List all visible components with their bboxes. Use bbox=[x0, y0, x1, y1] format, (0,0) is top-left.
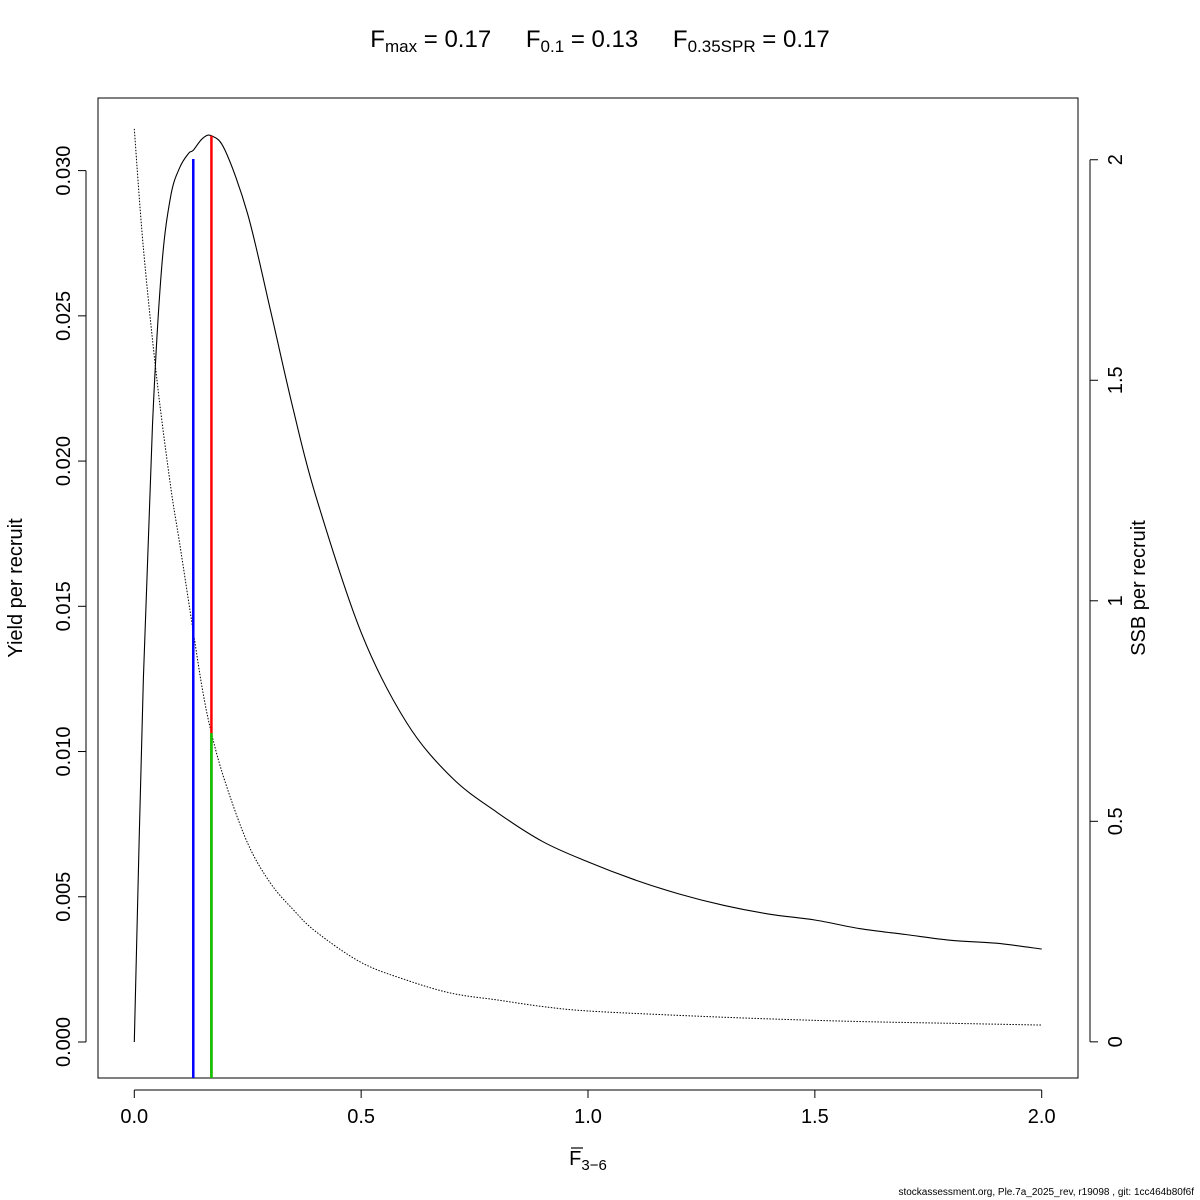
ssb-per-recruit-line bbox=[133, 128, 1042, 1026]
plot-frame bbox=[97, 97, 1079, 1079]
y-right-tick-label: 1 bbox=[1105, 595, 1127, 606]
title-ref-fmax: Fmax = 0.17 bbox=[370, 26, 492, 56]
svg-text:F3−6: F3−6 bbox=[569, 1148, 607, 1174]
reference-lines bbox=[192, 135, 213, 1078]
footer-credit: stockassessment.org, Ple.7a_2025_rev, r1… bbox=[898, 1187, 1194, 1198]
title-ref-f01: F0.1 = 0.13 bbox=[525, 26, 639, 56]
y-right-tick-label: 1.5 bbox=[1105, 366, 1127, 394]
x-tick-label: 2.0 bbox=[1028, 1106, 1056, 1128]
series-group bbox=[133, 128, 1042, 1042]
axes: 0.0 0.5 1.0 1.5 2.0 0.000 0.005 0.010 0.015 0.020… bbox=[53, 146, 1127, 1128]
x-axis-label-symbol: F bbox=[569, 1148, 581, 1170]
x-tick-label: 0.0 bbox=[120, 1106, 148, 1128]
title-ref-fspr: F0.35SPR = 0.17 bbox=[672, 26, 830, 56]
x-tick-label: 0.5 bbox=[347, 1106, 375, 1128]
chart-title: Fmax = 0.17 F0.1 = 0.13 F0.35SPR = 0.17 bbox=[0, 26, 1200, 57]
yield-per-recruit-line bbox=[133, 134, 1042, 1042]
x-axis-label-sub: 3−6 bbox=[581, 1157, 606, 1174]
x-tick-label: 1.0 bbox=[574, 1106, 602, 1128]
y-left-tick-label: 0.030 bbox=[53, 146, 75, 196]
y-left-tick-label: 0.015 bbox=[53, 581, 75, 631]
y-left-tick-label: 0.000 bbox=[53, 1017, 75, 1067]
y-right-tick-label: 2 bbox=[1105, 154, 1127, 165]
x-tick-label: 1.5 bbox=[801, 1106, 829, 1128]
y-left-tick-label: 0.010 bbox=[53, 726, 75, 776]
y-left-tick-label: 0.025 bbox=[53, 291, 75, 341]
y-left-tick-label: 0.020 bbox=[53, 436, 75, 486]
y-right-tick-label: 0.5 bbox=[1105, 807, 1127, 835]
y-left-axis-label: Yield per recruit bbox=[5, 518, 27, 658]
x-axis-label: F3−6 bbox=[569, 1147, 607, 1174]
y-left-tick-label: 0.005 bbox=[53, 872, 75, 922]
y-right-tick-label: 0 bbox=[1105, 1036, 1127, 1047]
y-right-axis-label: SSB per recruit bbox=[1128, 520, 1150, 656]
